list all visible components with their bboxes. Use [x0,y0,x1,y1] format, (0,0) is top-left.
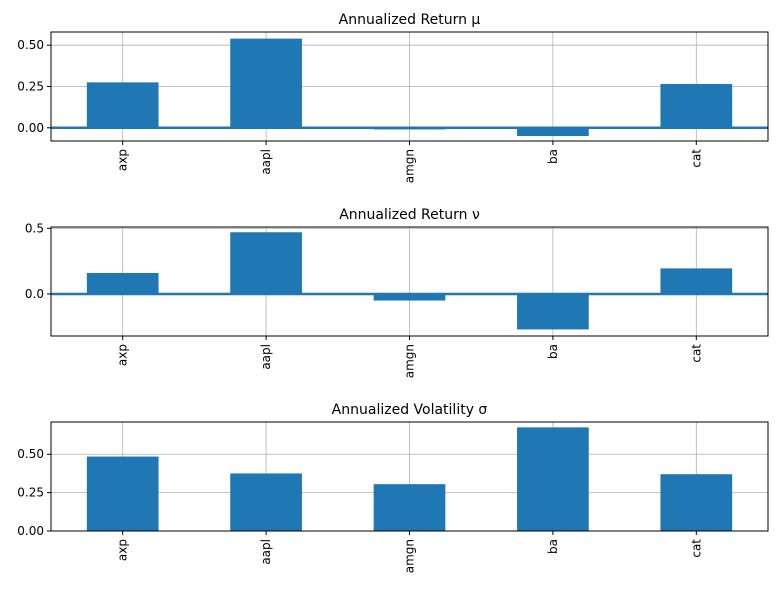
bar-axp [86,82,159,128]
bar-aapl [230,473,302,531]
bar-amgn [373,293,446,301]
y-tick-label: 0.25 [17,486,44,500]
bar-ba [517,427,589,531]
y-tick-label: 0.25 [17,80,44,94]
y-tick-label: 0.50 [17,38,44,52]
x-tick-label: amgn [403,344,417,378]
chart-2: Annualized Return ν 0.0 0.5 axp aapl amgn ba ca… [25,207,769,378]
bar-axp [86,272,159,294]
chart-title: Annualized Volatility σ [332,402,488,418]
bar-amgn [373,484,446,531]
x-tick-label: aapl [259,149,273,175]
y-tick-label: 0.00 [17,524,44,538]
chart-title: Annualized Return ν [339,207,480,223]
x-tick-label: cat [689,344,703,363]
x-tick-label: aapl [259,539,273,565]
x-tick-label: cat [689,539,703,558]
x-tick-label: ba [546,539,560,554]
bar-cat [660,474,733,531]
x-tick-label: amgn [403,539,417,573]
x-tick-label: axp [116,149,130,171]
bar-cat [660,84,733,128]
y-tick-label: 0.0 [25,287,44,301]
y-tick-label: 0.5 [25,221,44,235]
x-tick-label: cat [689,149,703,168]
x-tick-label: ba [546,344,560,359]
chart-1: Annualized Return μ 0.00 0.25 0.50 axp aapl am… [17,12,769,183]
x-tick-label: amgn [403,149,417,183]
x-tick-label: aapl [259,344,273,370]
x-tick-label: axp [116,539,130,561]
chart-3: Annualized Volatility σ 0.00 0.25 0.50 axp aa… [17,402,769,573]
bar-aapl [230,38,302,128]
bar-ba [517,127,589,137]
x-tick-label: axp [116,344,130,366]
y-tick-label: 0.50 [17,447,44,461]
y-tick-label: 0.00 [17,121,44,135]
bar-axp [86,456,159,531]
bar-cat [660,268,733,294]
chart-title: Annualized Return μ [339,12,481,28]
x-tick-label: ba [546,149,560,164]
bar-ba [517,293,589,330]
bar-aapl [230,232,302,294]
